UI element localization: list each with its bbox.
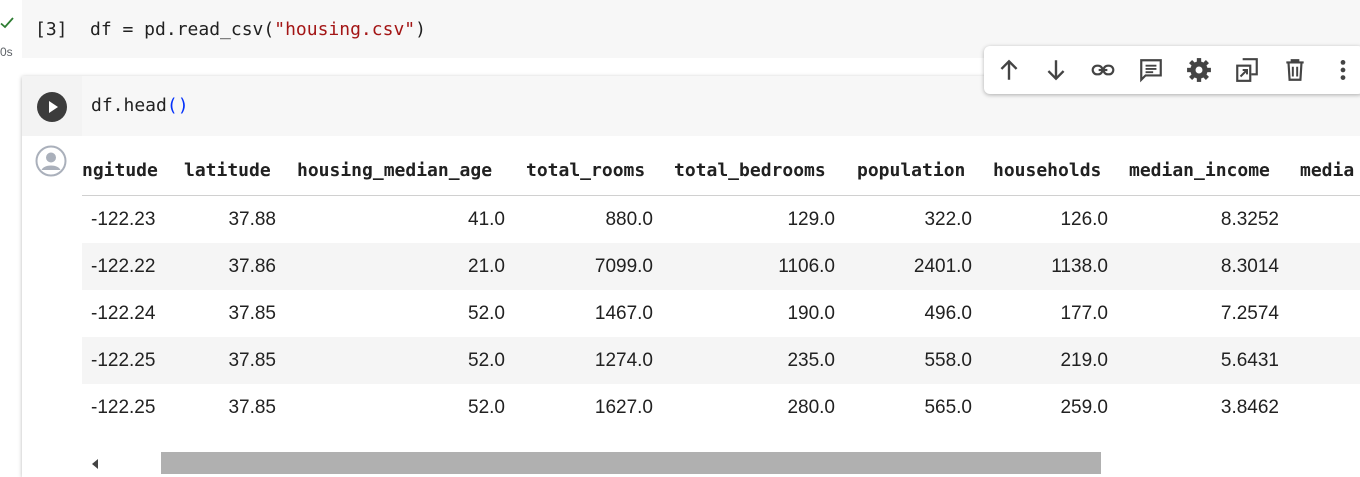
move-up-icon[interactable] [996, 57, 1022, 83]
table-cell: -122.25 [91, 397, 156, 418]
output-avatar-icon [35, 145, 67, 182]
table-cell: 2401.0 [913, 256, 972, 277]
table-cell: 1138.0 [1051, 256, 1108, 277]
code-line[interactable]: df = pd.read_csv("housing.csv") [90, 19, 426, 40]
table-cell: 7099.0 [594, 256, 653, 277]
move-down-icon[interactable] [1043, 57, 1069, 83]
table-cell: 3.8462 [1220, 397, 1279, 418]
column-header: latitude [184, 160, 271, 181]
code-parens: () [166, 95, 189, 116]
column-header: median_income [1129, 160, 1270, 181]
table-cell: 177.0 [1060, 303, 1108, 324]
column-header: households [993, 160, 1102, 181]
code-string: "housing.csv" [274, 19, 416, 40]
table-cell: 8.3252 [1220, 209, 1279, 230]
delete-icon[interactable] [1282, 57, 1308, 83]
table-cell: 1467.0 [594, 303, 653, 324]
horizontal-scrollbar[interactable] [82, 452, 1360, 474]
table-cell: 280.0 [787, 397, 835, 418]
dataframe-output: ngitude latitude housing_median_age tota… [82, 146, 1360, 436]
table-cell: 52.0 [468, 350, 505, 371]
table-cell: 880.0 [605, 209, 653, 230]
table-cell: 129.0 [787, 209, 835, 230]
table-cell: 37.85 [228, 350, 276, 371]
table-cell: 565.0 [924, 397, 972, 418]
table-cell: -122.23 [91, 209, 156, 230]
execution-count: [3] [35, 19, 68, 40]
success-check-icon [0, 16, 14, 35]
table-cell: 41.0 [468, 209, 505, 230]
table-cell: 496.0 [924, 303, 972, 324]
link-icon[interactable] [1090, 57, 1116, 83]
table-header-row: ngitude latitude housing_median_age tota… [82, 146, 1360, 196]
table-row: -122.24 37.85 52.0 1467.0 190.0 496.0 17… [82, 290, 1360, 337]
table-cell: 1106.0 [778, 256, 835, 277]
table-cell: 1274.0 [594, 350, 653, 371]
table-cell: 37.88 [228, 209, 276, 230]
table-cell: -122.24 [91, 303, 156, 324]
table-cell: 558.0 [924, 350, 972, 371]
scroll-left-arrow-icon[interactable] [90, 457, 100, 475]
column-header: ngitude [82, 160, 158, 181]
table-row: -122.25 37.85 52.0 1627.0 280.0 565.0 25… [82, 384, 1360, 431]
table-cell: 235.0 [787, 350, 835, 371]
play-icon [49, 101, 58, 113]
code-text-end: ) [415, 19, 426, 40]
table-cell: 52.0 [468, 397, 505, 418]
code-line[interactable]: df.head() [91, 95, 189, 116]
column-header: media [1300, 160, 1355, 181]
mirror-cell-icon[interactable] [1234, 57, 1260, 83]
more-icon[interactable] [1330, 57, 1356, 83]
settings-icon[interactable] [1186, 57, 1212, 83]
table-cell: -122.25 [91, 350, 156, 371]
table-cell: 126.0 [1060, 209, 1108, 230]
code-text: df = pd.read_csv( [90, 19, 275, 40]
table-cell: 259.0 [1060, 397, 1108, 418]
table-cell: 52.0 [468, 303, 505, 324]
run-cell-button[interactable] [37, 92, 67, 122]
column-header: total_rooms [526, 160, 646, 181]
table-cell: 190.0 [787, 303, 835, 324]
table-cell: -122.22 [91, 256, 156, 277]
table-row: -122.23 37.88 41.0 880.0 129.0 322.0 126… [82, 196, 1360, 243]
table-row: -122.25 37.85 52.0 1274.0 235.0 558.0 21… [82, 337, 1360, 384]
table-cell: 1627.0 [594, 397, 653, 418]
column-header: population [857, 160, 966, 181]
cell-gutter [22, 76, 82, 136]
comment-icon[interactable] [1138, 57, 1164, 83]
table-cell: 322.0 [924, 209, 972, 230]
table-cell: 7.2574 [1220, 303, 1279, 324]
table-cell: 37.85 [228, 303, 276, 324]
code-text: df.head [91, 95, 167, 116]
table-cell: 8.3014 [1220, 256, 1279, 277]
table-cell: 21.0 [468, 256, 505, 277]
column-header: total_bedrooms [674, 160, 826, 181]
execution-time: 0s [0, 45, 13, 59]
table-cell: 5.6431 [1220, 350, 1279, 371]
table-cell: 219.0 [1060, 350, 1108, 371]
cell-toolbar [984, 46, 1360, 94]
table-cell: 37.86 [228, 256, 276, 277]
column-header: housing_median_age [297, 160, 493, 181]
table-cell: 37.85 [228, 397, 276, 418]
scrollbar-thumb[interactable] [161, 452, 1101, 474]
table-row: -122.22 37.86 21.0 7099.0 1106.0 2401.0 … [82, 243, 1360, 290]
